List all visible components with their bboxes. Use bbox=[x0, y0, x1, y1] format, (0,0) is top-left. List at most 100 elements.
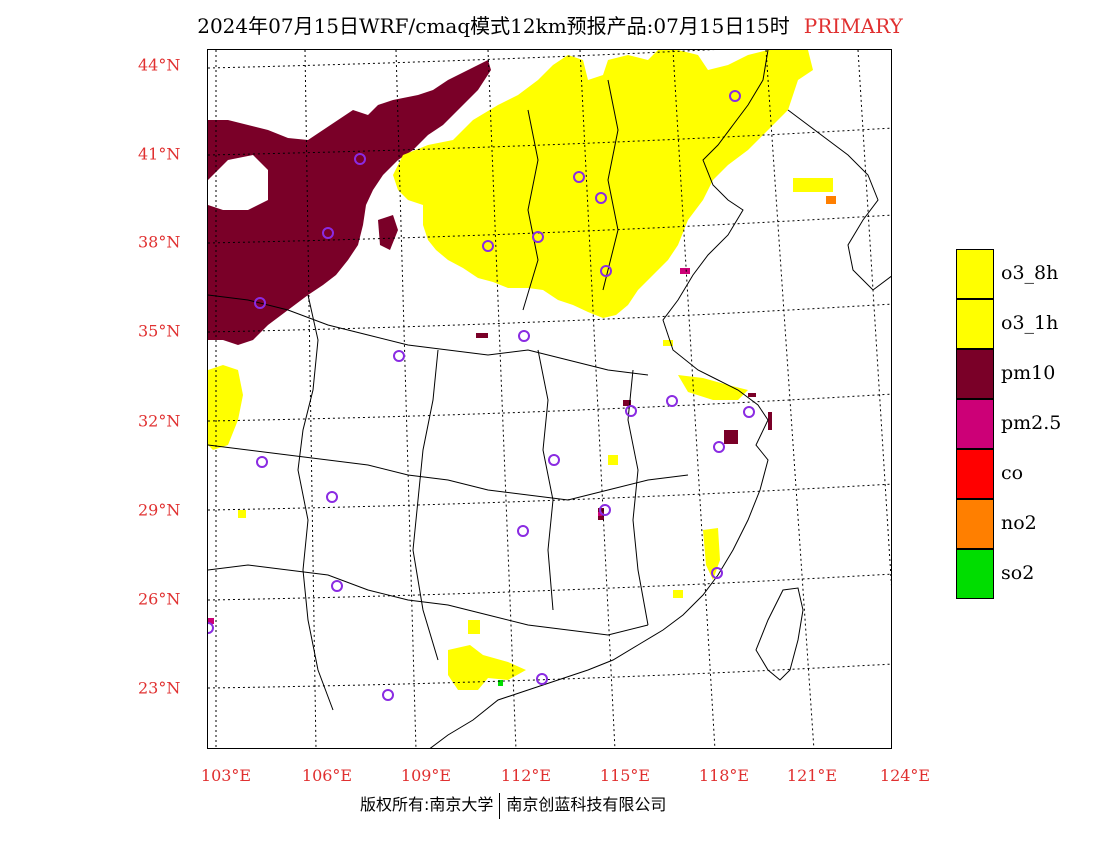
legend-swatch bbox=[956, 399, 994, 449]
province-border bbox=[208, 294, 649, 376]
station-marker bbox=[382, 689, 394, 701]
pm25-cell bbox=[680, 268, 690, 274]
o3-region-west-edge bbox=[208, 365, 243, 450]
lon-label-103e: 103°E bbox=[200, 766, 252, 785]
province-border bbox=[208, 444, 689, 501]
coastline bbox=[429, 50, 769, 748]
station-marker bbox=[625, 405, 637, 417]
station-marker bbox=[256, 456, 268, 468]
legend-label: pm2.5 bbox=[1001, 412, 1062, 434]
longitude-line bbox=[672, 50, 716, 748]
coastline-bohai bbox=[787, 109, 891, 291]
legend-label: pm10 bbox=[1001, 362, 1056, 384]
province-border bbox=[208, 564, 649, 636]
lat-label-29n: 29°N bbox=[138, 500, 181, 520]
credit-right: 南京创蓝科技有限公司 bbox=[506, 795, 667, 814]
latitude-line bbox=[208, 393, 891, 422]
pm25-cell bbox=[208, 618, 214, 624]
o3-cell bbox=[663, 340, 673, 346]
latitude-line bbox=[208, 303, 891, 333]
legend-label: o3_1h bbox=[1001, 312, 1059, 334]
lat-label-26n: 26°N bbox=[138, 589, 181, 609]
map-panel bbox=[207, 49, 892, 749]
latitude-line bbox=[208, 483, 891, 511]
province-border bbox=[627, 369, 649, 626]
station-marker bbox=[518, 330, 530, 342]
legend-swatch bbox=[956, 549, 994, 599]
lat-label-38n: 38°N bbox=[138, 232, 181, 252]
lon-label-115e: 115°E bbox=[599, 766, 651, 785]
longitude-line bbox=[579, 50, 616, 748]
lon-label-109e: 109°E bbox=[400, 766, 452, 785]
latitude-line bbox=[208, 214, 891, 244]
o3-cell bbox=[608, 455, 618, 465]
station-marker bbox=[548, 454, 560, 466]
pm10-cell bbox=[748, 393, 756, 397]
legend-swatch bbox=[956, 349, 994, 399]
legend-label: o3_8h bbox=[1001, 262, 1059, 284]
pm10-cell bbox=[476, 333, 488, 338]
credit-separator bbox=[499, 792, 501, 819]
station-markers bbox=[208, 90, 755, 701]
boundary-lines bbox=[208, 50, 891, 748]
legend-label: co bbox=[1001, 462, 1024, 484]
province-border bbox=[537, 349, 554, 611]
pm10-gap bbox=[208, 155, 268, 210]
station-marker bbox=[573, 171, 585, 183]
title-main: 2024年07月15日WRF/cmaq模式12km预报产品:07月15日15时 bbox=[197, 14, 790, 38]
province-border bbox=[522, 109, 539, 311]
legend-swatch bbox=[956, 499, 994, 549]
title-mode: PRIMARY bbox=[803, 14, 903, 38]
pm10-cell bbox=[768, 412, 772, 430]
station-marker bbox=[354, 153, 366, 165]
province-border bbox=[412, 349, 439, 661]
legend-label: so2 bbox=[1001, 562, 1035, 584]
station-marker bbox=[208, 622, 214, 634]
lat-label-23n: 23°N bbox=[138, 678, 181, 698]
o3-region-south bbox=[448, 645, 526, 690]
station-marker bbox=[393, 350, 405, 362]
station-marker bbox=[322, 227, 334, 239]
station-marker bbox=[331, 580, 343, 592]
lat-label-35n: 35°N bbox=[138, 321, 181, 341]
province-border bbox=[602, 79, 619, 291]
station-marker bbox=[482, 240, 494, 252]
latitude-line bbox=[208, 663, 891, 689]
o3-cell bbox=[468, 620, 480, 634]
station-marker bbox=[711, 567, 723, 579]
o3-region bbox=[208, 50, 833, 690]
legend-swatch bbox=[956, 449, 994, 499]
latitude-line bbox=[208, 50, 716, 69]
station-marker bbox=[326, 491, 338, 503]
station-marker bbox=[713, 441, 725, 453]
station-marker bbox=[595, 192, 607, 204]
latitude-line bbox=[208, 573, 891, 601]
station-marker bbox=[729, 90, 741, 102]
station-marker bbox=[517, 525, 529, 537]
lat-label-32n: 32°N bbox=[138, 411, 181, 431]
no2-cell bbox=[826, 196, 836, 204]
copyright-credit: 版权所有:南京大学 南京创蓝科技有限公司 bbox=[360, 791, 666, 819]
pm25-region bbox=[208, 268, 690, 624]
taiwan-outline bbox=[755, 587, 804, 681]
lon-label-124e: 124°E bbox=[879, 766, 931, 785]
map-canvas bbox=[208, 50, 891, 748]
map-title: 2024年07月15日WRF/cmaq模式12km预报产品:07月15日15时 P… bbox=[0, 10, 1100, 39]
so2-cell bbox=[498, 680, 503, 686]
o3-region-fujian bbox=[703, 528, 720, 580]
longitude-line bbox=[765, 50, 815, 748]
longitude-line bbox=[304, 50, 317, 748]
station-marker bbox=[599, 504, 611, 516]
graticule bbox=[208, 50, 891, 748]
longitude-line bbox=[857, 50, 891, 587]
lon-label-118e: 118°E bbox=[698, 766, 750, 785]
lon-label-112e: 112°E bbox=[500, 766, 552, 785]
station-marker bbox=[536, 673, 548, 685]
legend-swatch bbox=[956, 299, 994, 349]
o3-cell bbox=[238, 510, 246, 518]
station-marker bbox=[254, 297, 266, 309]
latitude-line bbox=[208, 127, 891, 156]
pm10-cell bbox=[623, 400, 631, 406]
o3-cell bbox=[673, 590, 683, 598]
lat-label-44n: 44°N bbox=[138, 55, 181, 75]
